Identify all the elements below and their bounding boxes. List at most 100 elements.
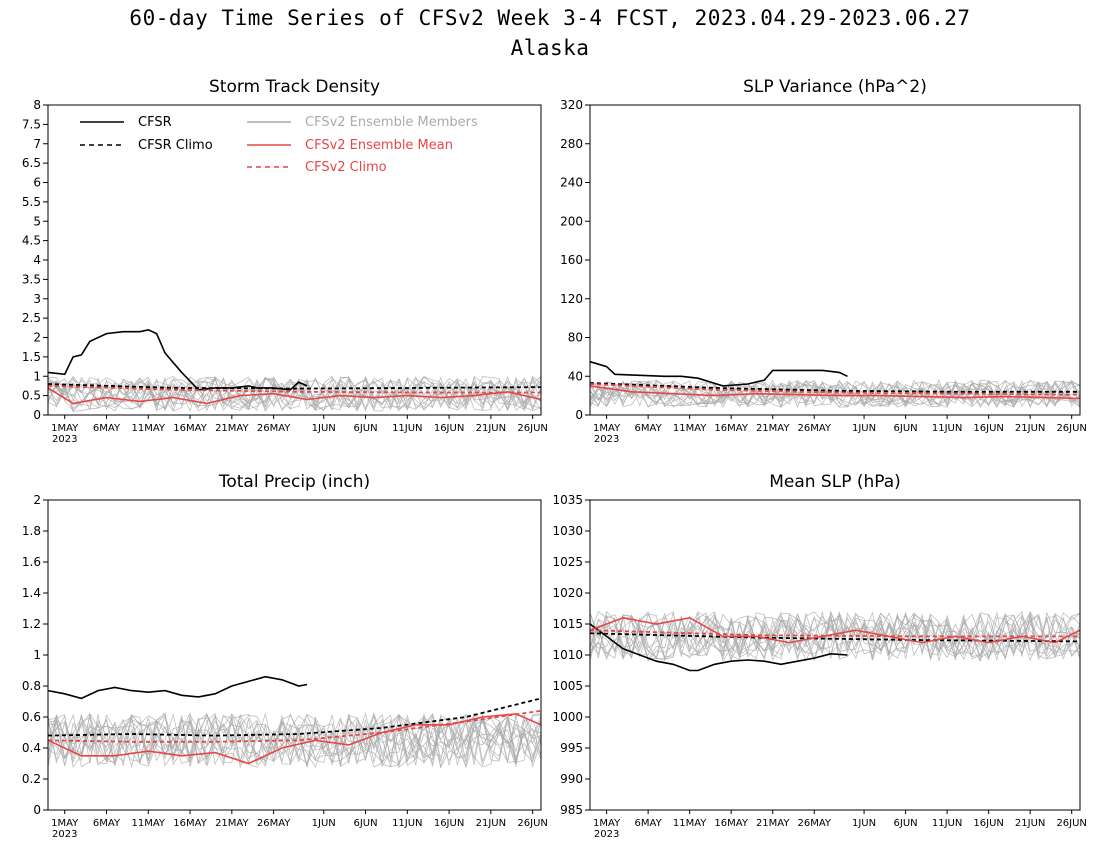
x-tick-label: 21JUN [1015, 818, 1045, 829]
x-tick-label: 26MAY [257, 818, 291, 829]
ensemble-member-line [48, 712, 541, 768]
ensemble-member-line [48, 713, 541, 769]
ensemble-member-line [48, 712, 541, 769]
y-tick-label: 0 [33, 408, 41, 422]
ensemble-member-line [590, 380, 1080, 408]
x-tick-label: 6JUN [353, 818, 377, 829]
ensemble-member-line [48, 713, 541, 766]
legend-label: CFSv2 Climo [305, 160, 387, 175]
ensemble-member-line [48, 376, 541, 412]
y-tick-label: 1015 [552, 617, 583, 631]
chart-panel: Total Precip (inch) 0 0.2 0.4 0.6 0.8 1 1.2 1.4 1… [22, 472, 548, 840]
cfsr-climo-line [589, 382, 1080, 393]
y-tick-label: 1 [33, 369, 41, 383]
chart-title: Storm Track Density [209, 77, 380, 97]
y-tick-label: 1030 [552, 524, 583, 538]
ensemble-member-line [48, 713, 541, 766]
y-tick-label: 1035 [552, 493, 583, 507]
x-tick-label: 1MAY [593, 818, 621, 829]
ensemble-member-line [590, 611, 1080, 660]
ensemble-member-line [48, 711, 541, 767]
ensemble-member-line [590, 378, 1080, 409]
ensemble-member-line [590, 379, 1080, 408]
x-tick-label: 21JUN [1015, 423, 1045, 434]
y-tick-label: 1 [33, 648, 41, 662]
x-tick-label: 21MAY [215, 423, 249, 434]
y-tick-label: 0 [33, 803, 41, 817]
y-tick-label: 0.5 [22, 389, 41, 403]
ensemble-member-line [48, 711, 541, 768]
y-tick-label: 3.5 [22, 272, 41, 286]
y-tick-label: 40 [568, 369, 583, 383]
y-tick-label: 3 [33, 292, 41, 306]
ensemble-member-line [590, 380, 1080, 408]
figure-title: 60-day Time Series of CFSv2 Week 3-4 FCS… [129, 6, 971, 30]
y-tick-label: 2 [33, 331, 41, 345]
plot-frame [47, 104, 542, 416]
ensemble-member-line [48, 375, 541, 412]
ensemble-member-line [48, 376, 541, 413]
x-tick-label: 21MAY [215, 818, 249, 829]
x-year-label: 2023 [52, 829, 77, 840]
x-tick-label: 1JUN [852, 818, 876, 829]
cfsv2-ensemble-mean-line [47, 387, 542, 405]
y-tick-label: 1025 [552, 555, 583, 569]
ensemble-member-line [590, 380, 1080, 408]
ensemble-member-line [590, 380, 1080, 408]
x-tick-label: 26MAY [797, 818, 831, 829]
y-tick-label: 1.6 [22, 555, 41, 569]
y-tick-label: 0.8 [22, 679, 41, 693]
ensemble-member-line [48, 377, 541, 412]
cfsv2-climo-line [47, 385, 541, 394]
y-tick-label: 320 [560, 98, 583, 112]
ensemble-member-line [590, 611, 1080, 659]
x-tick-label: 11JUN [392, 818, 422, 829]
x-tick-label: 16MAY [173, 818, 207, 829]
ensemble-members [590, 378, 1080, 409]
ensemble-member-line [48, 375, 541, 411]
cfsv2-ensemble-mean-line [47, 713, 542, 765]
ensemble-member-line [590, 379, 1080, 408]
y-tick-label: 120 [560, 292, 583, 306]
chart-title: SLP Variance (hPa^2) [743, 77, 927, 97]
ensemble-member-line [590, 379, 1080, 409]
y-tick-label: 8 [33, 98, 41, 112]
x-tick-label: 11JUN [932, 423, 962, 434]
x-tick-label: 6JUN [894, 818, 918, 829]
x-tick-label: 6MAY [93, 818, 121, 829]
plot-frame [589, 499, 1081, 811]
cfsv2-climo-line [47, 709, 542, 743]
cfsv2-ensemble-mean-line [589, 385, 1081, 400]
chart-panel: SLP Variance (hPa^2) 0 40 80 120 160 200 240 280… [560, 77, 1087, 445]
x-tick-label: 11MAY [132, 423, 166, 434]
chart-title: Total Precip (inch) [218, 472, 370, 492]
y-tick-label: 240 [560, 176, 583, 190]
ensemble-member-line [48, 713, 541, 767]
x-year-label: 2023 [594, 829, 619, 840]
ensemble-member-line [590, 380, 1080, 407]
y-tick-label: 5.5 [22, 195, 41, 209]
x-tick-label: 21MAY [756, 423, 790, 434]
y-tick-label: 7 [33, 137, 41, 151]
ensemble-member-line [48, 712, 541, 766]
ensemble-member-line [590, 610, 1080, 660]
ensemble-member-line [48, 712, 541, 768]
y-tick-label: 1010 [552, 648, 583, 662]
cfsr-climo-line [47, 383, 542, 390]
y-tick-label: 4.5 [22, 234, 41, 248]
x-tick-label: 6JUN [353, 423, 377, 434]
x-tick-label: 16JUN [434, 818, 464, 829]
x-year-label: 2023 [594, 434, 619, 445]
y-tick-label: 1020 [552, 586, 583, 600]
y-tick-label: 0.4 [22, 741, 41, 755]
y-tick-label: 6.5 [22, 156, 41, 170]
x-tick-label: 1MAY [51, 423, 79, 434]
ensemble-member-line [590, 612, 1080, 662]
y-tick-label: 1005 [552, 679, 583, 693]
x-tick-label: 21MAY [756, 818, 790, 829]
y-tick-label: 280 [560, 137, 583, 151]
ensemble-member-line [590, 380, 1080, 408]
x-tick-label: 16MAY [714, 818, 748, 829]
ensemble-member-line [590, 380, 1080, 409]
